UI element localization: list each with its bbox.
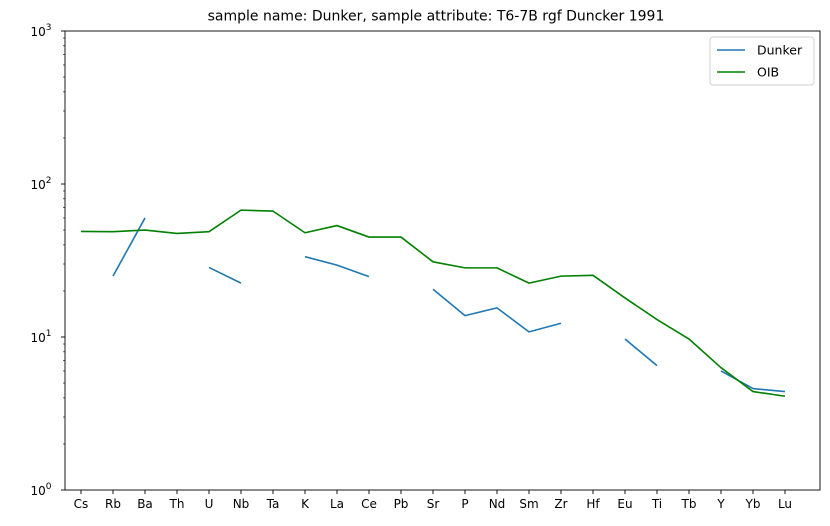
- x-tick-label-Nd: Nd: [489, 497, 506, 511]
- chart-title: sample name: Dunker, sample attribute: T…: [208, 9, 665, 25]
- series-line-dunker-segment-3: [432, 288, 562, 333]
- legend-label-dunker: Dunker: [757, 43, 803, 58]
- x-tick-label-Zr: Zr: [554, 497, 567, 511]
- x-tick-label-Nb: Nb: [233, 497, 250, 511]
- series-line-dunker-segment-4: [624, 338, 658, 367]
- x-tick-label-Ta: Ta: [266, 497, 280, 511]
- y-tick-label-1000: 103: [30, 23, 51, 39]
- series-line-dunker-segment-5: [720, 370, 786, 393]
- x-tick-label-La: La: [330, 497, 344, 511]
- x-tick-label-Sr: Sr: [427, 497, 440, 511]
- x-tick-label-Ce: Ce: [361, 497, 377, 511]
- series-line-oib-segment-0: [80, 209, 786, 398]
- x-tick-label-Ti: Ti: [651, 497, 662, 511]
- legend-label-oib: OIB: [757, 65, 779, 80]
- series-line-dunker-segment-1: [208, 266, 242, 284]
- x-tick-label-Tb: Tb: [681, 497, 697, 511]
- x-tick-label-Ba: Ba: [137, 497, 153, 511]
- x-tick-label-Lu: Lu: [778, 497, 792, 511]
- x-tick-label-Y: Y: [716, 497, 725, 511]
- x-tick-label-K: K: [301, 497, 310, 511]
- x-tick-label-Sm: Sm: [519, 497, 538, 511]
- series-line-dunker-segment-0: [112, 217, 146, 277]
- legend: Dunker OIB: [709, 36, 815, 86]
- x-tick-label-Yb: Yb: [745, 497, 761, 511]
- y-tick-label-10: 101: [30, 329, 51, 345]
- legend-box: [709, 36, 815, 86]
- plot-area: [80, 209, 786, 398]
- y-tick-label-100: 102: [30, 176, 51, 192]
- x-tick-label-Eu: Eu: [617, 497, 632, 511]
- x-tick-label-P: P: [461, 497, 468, 511]
- series-line-dunker-segment-2: [304, 255, 370, 278]
- x-tick-label-Th: Th: [169, 497, 185, 511]
- x-tick-label-Hf: Hf: [586, 497, 600, 511]
- x-tick-label-Cs: Cs: [74, 497, 89, 511]
- x-tick-label-U: U: [205, 497, 214, 511]
- x-tick-label-Rb: Rb: [105, 497, 121, 511]
- axes: Cs Rb Ba Th U Nb Ta K La Ce Pb Sr P Nd Sm Zr Hf Eu Ti Tb Y Yb…: [30, 23, 821, 511]
- axes-frame: [64, 30, 821, 491]
- y-tick-label-1: 100: [30, 482, 51, 498]
- x-tick-label-Pb: Pb: [394, 497, 409, 511]
